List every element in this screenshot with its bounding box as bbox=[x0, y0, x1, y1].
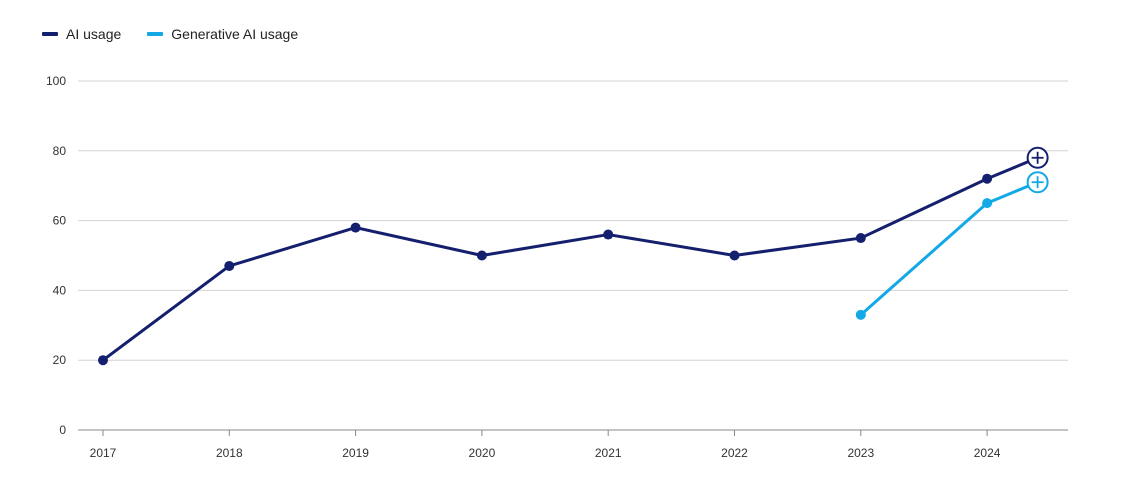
x-tick-label-2020: 2020 bbox=[469, 446, 496, 460]
series-line-ai-usage bbox=[101, 156, 1040, 362]
legend-swatch-ai-usage bbox=[42, 32, 58, 36]
data-point-ai-usage-2021[interactable] bbox=[603, 229, 614, 240]
data-point-ai-usage-2023[interactable] bbox=[855, 233, 866, 244]
y-tick-label-0: 0 bbox=[59, 423, 66, 437]
y-axis: 0 20 40 60 80 100 bbox=[46, 74, 66, 437]
legend-item-ai-usage[interactable]: AI usage bbox=[42, 26, 121, 42]
chart-legend: AI usage Generative AI usage bbox=[42, 26, 298, 42]
legend-label-ai-usage: AI usage bbox=[66, 26, 122, 42]
data-point-generative-ai-usage-2023[interactable] bbox=[855, 309, 866, 320]
expand-plus-icon-ai-usage[interactable] bbox=[1026, 146, 1049, 169]
legend-label-generative-ai-usage: Generative AI usage bbox=[171, 26, 299, 42]
expand-plus-icon-generative-ai-usage[interactable] bbox=[1026, 171, 1049, 194]
y-tick-label-80: 80 bbox=[53, 144, 67, 158]
x-tick-label-2022: 2022 bbox=[721, 446, 748, 460]
y-tick-label-60: 60 bbox=[53, 214, 67, 228]
legend-swatch-generative-ai-usage bbox=[147, 32, 164, 36]
x-tick-label-2023: 2023 bbox=[847, 446, 874, 460]
y-tick-label-40: 40 bbox=[53, 283, 67, 297]
data-point-generative-ai-usage-2024[interactable] bbox=[982, 198, 993, 209]
legend-item-generative-ai-usage[interactable]: Generative AI usage bbox=[147, 26, 298, 42]
x-axis: 2017 2018 2019 2020 2021 2022 2023 2024 bbox=[90, 430, 1001, 460]
data-point-ai-usage-2020[interactable] bbox=[476, 250, 487, 261]
data-point-ai-usage-2024[interactable] bbox=[982, 173, 993, 184]
x-tick-label-2021: 2021 bbox=[595, 446, 622, 460]
data-point-ai-usage-2022[interactable] bbox=[729, 250, 740, 261]
y-tick-label-20: 20 bbox=[53, 353, 67, 367]
series-line-generative-ai-usage bbox=[859, 180, 1040, 317]
data-point-ai-usage-2018[interactable] bbox=[224, 260, 235, 271]
x-tick-label-2019: 2019 bbox=[342, 446, 369, 460]
series-group bbox=[98, 146, 1049, 366]
data-point-ai-usage-2019[interactable] bbox=[350, 222, 361, 233]
x-tick-label-2018: 2018 bbox=[216, 446, 243, 460]
gridlines bbox=[78, 80, 1068, 431]
y-tick-label-100: 100 bbox=[46, 74, 66, 88]
data-point-ai-usage-2017[interactable] bbox=[98, 355, 108, 366]
x-tick-label-2017: 2017 bbox=[90, 446, 117, 460]
x-tick-label-2024: 2024 bbox=[974, 446, 1001, 460]
